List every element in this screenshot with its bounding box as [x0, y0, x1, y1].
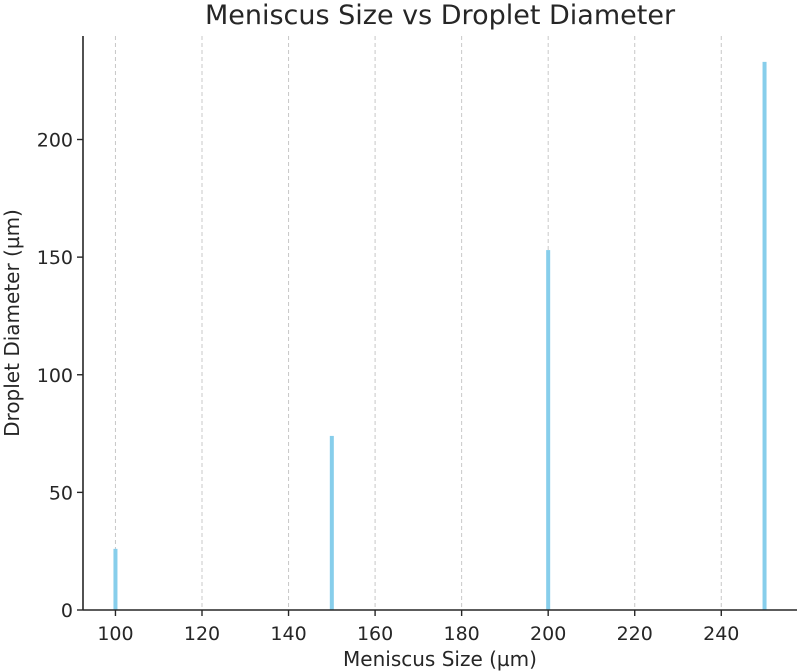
x-tick-label: 180: [444, 623, 480, 645]
x-tick-label: 220: [617, 623, 653, 645]
y-ticks: 0 50 100 150 200: [37, 130, 83, 622]
x-ticks: 100 120 140 160 180 200 220 240: [97, 610, 739, 645]
x-tick-label: 100: [97, 623, 133, 645]
bar: [329, 435, 334, 610]
x-tick-label: 240: [703, 623, 739, 645]
y-tick-label: 0: [61, 600, 73, 622]
bar: [113, 548, 118, 610]
y-tick-label: 100: [37, 365, 73, 387]
bar: [546, 250, 551, 610]
x-tick-label: 200: [530, 623, 566, 645]
axes: [82, 36, 797, 611]
x-tick-label: 140: [270, 623, 306, 645]
chart-title: Meniscus Size vs Droplet Diameter: [205, 0, 676, 31]
y-tick-label: 200: [37, 130, 73, 152]
y-tick-label: 150: [37, 247, 73, 269]
x-axis-label: Meniscus Size (µm): [343, 647, 537, 671]
y-tick-label: 50: [49, 482, 73, 504]
grid-lines: [114, 36, 722, 610]
x-tick-label: 120: [184, 623, 220, 645]
x-tick-label: 160: [357, 623, 393, 645]
bars: [113, 61, 767, 610]
y-axis-label: Droplet Diameter (µm): [0, 209, 24, 437]
bar: [762, 61, 767, 610]
